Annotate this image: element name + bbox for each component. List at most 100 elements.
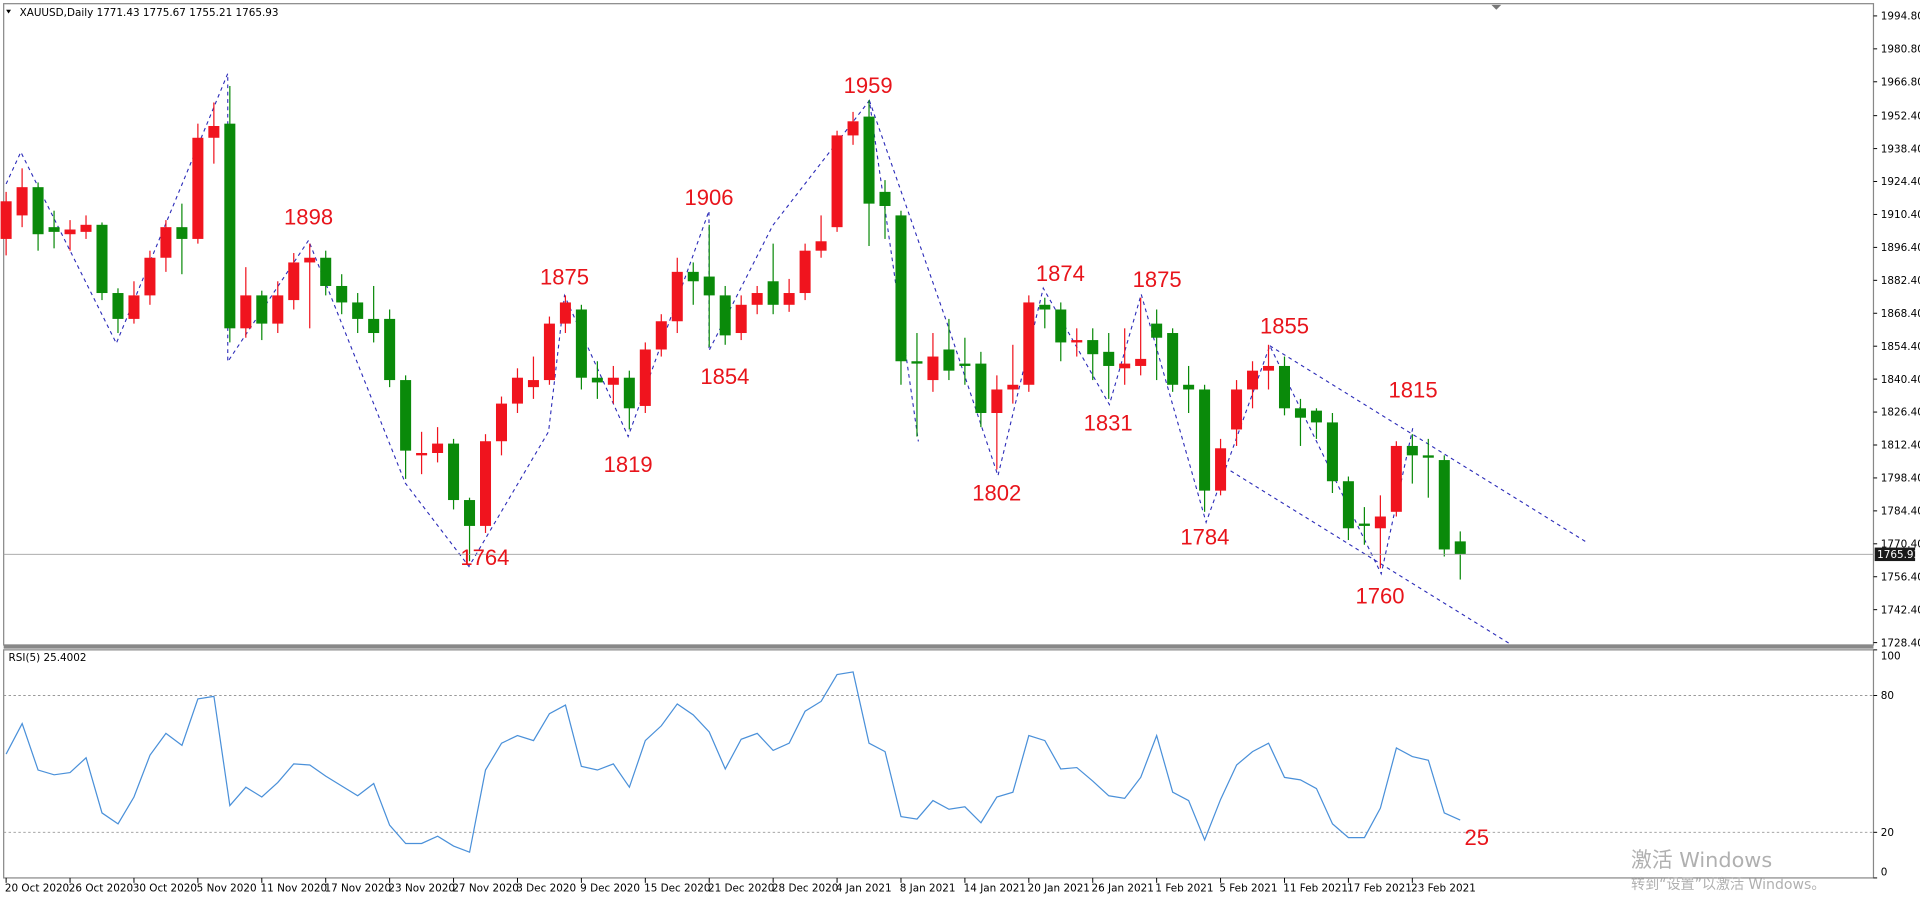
candle-body	[464, 500, 476, 526]
candle-body	[559, 302, 571, 324]
candle-body	[208, 126, 220, 138]
candle-body	[96, 224, 108, 294]
candle-body	[144, 257, 156, 296]
y-tick-label: 1812.40	[1881, 440, 1920, 452]
candle-body	[1406, 445, 1418, 456]
candle-body	[975, 363, 987, 414]
y-tick-label: 100	[1881, 651, 1901, 663]
candle-body	[112, 293, 124, 319]
x-tick-label: 28 Dec 2020	[772, 882, 838, 894]
y-tick-label: 0	[1881, 866, 1888, 878]
chart-title: XAUUSD,Daily 1771.43 1775.67 1755.21 176…	[20, 7, 279, 19]
swing-annotation: 1831	[1084, 410, 1133, 435]
candle-body	[543, 323, 555, 381]
x-tick-label: 27 Nov 2020	[452, 882, 519, 894]
y-tick-label: 1896.40	[1881, 242, 1920, 254]
candle-body	[1422, 455, 1434, 458]
zigzag	[5, 73, 919, 568]
y-tick-label: 1826.40	[1881, 407, 1920, 419]
candle-body	[368, 318, 380, 334]
rsi-line	[5, 671, 1461, 854]
candle-body	[224, 123, 236, 329]
x-tick-label: 30 Oct 2020	[133, 882, 197, 894]
candle-body	[1087, 340, 1099, 355]
candle-body	[352, 302, 364, 319]
x-tick-label: 26 Jan 2021	[1092, 882, 1154, 894]
candle-body	[320, 257, 332, 286]
y-tick-label: 1868.40	[1881, 308, 1920, 320]
candle-body	[80, 224, 92, 232]
swing-annotation: 1959	[844, 73, 893, 98]
x-tick-label: 23 Feb 2021	[1411, 882, 1476, 894]
candle-body	[1199, 389, 1211, 491]
watermark-subtitle: 转到“设置”以激活 Windows。	[1631, 876, 1825, 893]
x-tick-label: 11 Nov 2020	[261, 882, 328, 894]
candle-body	[495, 403, 507, 442]
candle-body	[1342, 481, 1354, 529]
rsi-title: RSI(5) 25.4002	[9, 652, 87, 664]
swing-annotation: 1764	[460, 545, 509, 570]
y-tick-label: 1994.80	[1881, 11, 1920, 23]
candle-body	[48, 227, 60, 232]
candle-body	[591, 377, 603, 383]
swing-annotation: 1874	[1036, 261, 1085, 286]
swing-annotation: 1784	[1180, 524, 1229, 549]
x-tick-label: 17 Nov 2020	[324, 882, 391, 894]
candle-body	[911, 361, 923, 364]
candle-body	[1438, 460, 1450, 550]
candle-body	[1294, 408, 1306, 418]
candle-body	[783, 293, 795, 305]
candle-body	[607, 377, 619, 385]
y-tick-label: 1980.80	[1881, 44, 1920, 56]
menu-arrow	[6, 9, 12, 14]
candle-body	[719, 295, 731, 336]
candle-body	[1278, 365, 1290, 409]
x-tick-label: 11 Feb 2021	[1283, 882, 1348, 894]
candle-body	[1023, 302, 1035, 385]
candle-body	[480, 441, 492, 526]
candle-body	[400, 380, 412, 451]
panel-separator	[3, 644, 1874, 649]
candle-body	[1183, 384, 1195, 390]
y-tick-label: 1952.40	[1881, 110, 1920, 122]
candle-body	[527, 380, 539, 388]
candle-body	[1247, 370, 1259, 390]
candle-body	[671, 271, 683, 322]
watermark-title: 激活 Windows	[1631, 848, 1772, 872]
candle-body	[895, 215, 907, 362]
candle-body	[623, 377, 635, 409]
candle-body	[1135, 358, 1147, 366]
candle-body	[879, 191, 891, 206]
candle-body	[448, 443, 460, 501]
candle-body	[639, 349, 651, 406]
candle-body	[655, 321, 667, 350]
y-tick-label: 1854.40	[1881, 341, 1920, 353]
candle-body	[1071, 340, 1083, 343]
candle-body	[991, 389, 1003, 414]
candle-body	[1326, 422, 1338, 482]
y-tick-label: 1756.40	[1881, 571, 1920, 583]
candle-body	[799, 250, 811, 294]
candle-body	[1454, 541, 1466, 555]
candle-body	[943, 349, 955, 371]
candle-body	[1390, 445, 1402, 512]
candle-body	[416, 452, 428, 456]
candle-body	[304, 257, 316, 263]
candle-body	[1358, 523, 1370, 526]
y-tick-label: 80	[1881, 690, 1894, 702]
y-tick-label: 1966.80	[1881, 76, 1920, 88]
swing-annotation: 1906	[684, 185, 733, 210]
candle-body	[703, 276, 715, 296]
channel-line	[1230, 470, 1511, 645]
x-tick-label: 9 Dec 2020	[580, 882, 640, 894]
candle-body	[511, 377, 523, 404]
candle-body	[1374, 516, 1386, 529]
candle-body	[272, 295, 284, 324]
candle-body	[288, 262, 300, 301]
candle-body	[64, 229, 76, 235]
candle-body	[1167, 333, 1179, 385]
price-label-box	[1874, 547, 1916, 562]
candle-body	[1310, 410, 1322, 423]
